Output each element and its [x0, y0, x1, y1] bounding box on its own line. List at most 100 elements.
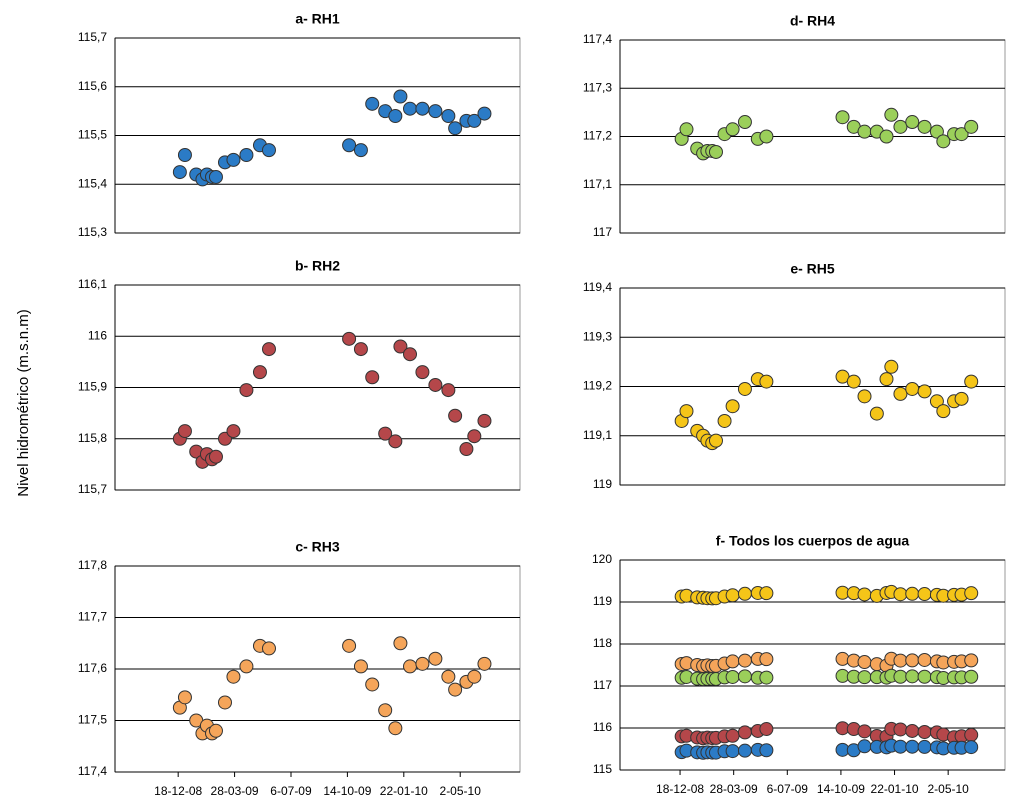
y-tick-label: 117 [593, 678, 612, 692]
data-point [177, 690, 192, 705]
data-point [857, 670, 872, 685]
data-point [725, 744, 740, 759]
data-point [415, 101, 430, 116]
data-point [846, 374, 861, 389]
data-point [857, 655, 872, 670]
data-point [964, 374, 979, 389]
data-point [441, 669, 456, 684]
y-tick-label: 116,1 [78, 277, 107, 291]
data-point [448, 408, 463, 423]
data-point [261, 641, 276, 656]
chart-title: f- Todos los cuerpos de agua [716, 533, 910, 549]
data-point [964, 669, 979, 684]
data-point [879, 129, 894, 144]
y-axis-label: Nivel hidrométrico (m.s.n.m) [15, 309, 32, 497]
y-tick-label: 115,6 [78, 79, 107, 93]
data-point [954, 391, 969, 406]
data-point [869, 406, 884, 421]
y-tick-label: 117,6 [78, 661, 107, 675]
data-point [428, 104, 443, 119]
data-point [857, 739, 872, 754]
data-point [378, 703, 393, 718]
y-tick-label: 118 [593, 636, 612, 650]
data-point [893, 587, 908, 602]
data-point [708, 144, 723, 159]
data-point [261, 342, 276, 357]
data-point [428, 377, 443, 392]
data-point [905, 669, 920, 684]
x-tick-label: 22-01-10 [871, 782, 919, 796]
y-tick-label: 117,4 [583, 32, 612, 46]
chart-title: e- RH5 [790, 261, 835, 277]
data-point [737, 115, 752, 130]
data-point [208, 723, 223, 738]
y-tick-label: 117,5 [78, 713, 107, 727]
data-point [717, 413, 732, 428]
y-tick-label: 119,1 [583, 428, 612, 442]
data-point [208, 449, 223, 464]
data-point [954, 127, 969, 142]
chart-title: b- RH2 [295, 258, 340, 274]
data-point [252, 365, 267, 380]
y-tick-label: 117,1 [583, 177, 612, 191]
x-tick-label: 22-01-10 [380, 784, 428, 798]
data-point [365, 677, 380, 692]
data-point [936, 404, 951, 419]
x-tick-label: 6-07-09 [767, 782, 809, 796]
y-tick-label: 117,7 [78, 610, 107, 624]
data-point [964, 653, 979, 668]
data-point [964, 727, 979, 742]
data-point [208, 169, 223, 184]
data-point [467, 113, 482, 128]
data-point [759, 652, 774, 667]
data-point [893, 119, 908, 134]
data-point [477, 106, 492, 121]
data-point [177, 148, 192, 162]
data-point [964, 740, 979, 755]
x-tick-label: 2-05-10 [927, 782, 969, 796]
data-point [879, 372, 894, 387]
data-point [905, 653, 920, 668]
data-point [403, 347, 418, 362]
data-point [388, 109, 403, 123]
y-tick-label: 117,8 [78, 558, 107, 572]
data-point [172, 165, 187, 180]
y-tick-label: 115,5 [78, 128, 107, 142]
data-point [679, 404, 694, 419]
data-point [905, 586, 920, 601]
chart-title: c- RH3 [295, 539, 340, 555]
data-point [441, 383, 456, 398]
y-tick-label: 115 [593, 762, 612, 776]
data-point [884, 107, 899, 122]
data-point [477, 413, 492, 428]
data-point [226, 424, 241, 439]
x-tick-label: 28-03-09 [211, 784, 259, 798]
data-point [459, 442, 474, 456]
data-point [964, 119, 979, 134]
y-tick-label: 115,9 [78, 380, 107, 394]
data-point [342, 331, 357, 346]
x-tick-label: 2-05-10 [440, 784, 482, 798]
x-tick-label: 14-10-09 [817, 782, 865, 796]
data-point [737, 586, 752, 601]
y-tick-label: 117,3 [583, 80, 612, 94]
x-tick-label: 6-07-09 [270, 784, 312, 798]
y-tick-label: 119,2 [583, 379, 612, 393]
data-point [737, 653, 752, 668]
data-point [725, 728, 740, 743]
data-point [905, 739, 920, 754]
data-point [884, 359, 899, 374]
data-point [725, 654, 740, 669]
data-point [342, 138, 357, 153]
data-point [365, 370, 380, 385]
data-point [239, 148, 254, 162]
data-point [857, 389, 872, 404]
y-tick-label: 119,4 [583, 280, 612, 294]
data-point [415, 365, 430, 380]
data-point [448, 682, 463, 697]
chart-title: d- RH4 [790, 13, 835, 29]
data-point [725, 399, 740, 414]
y-tick-label: 116 [88, 328, 107, 342]
data-point [177, 424, 192, 439]
data-point [393, 636, 408, 651]
